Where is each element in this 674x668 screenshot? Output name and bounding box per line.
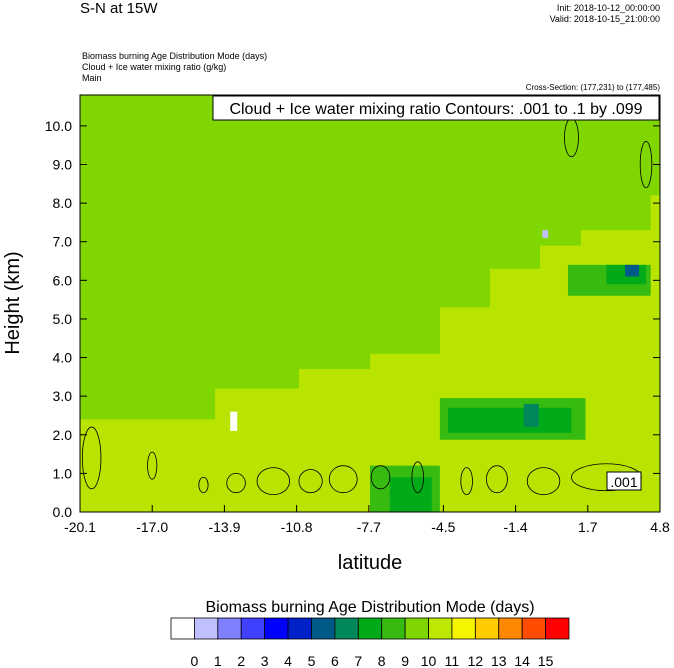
colorbar-swatch bbox=[428, 617, 453, 640]
colorbar: 0 1 2 3 4 5 6 7 8 9 10 11 12 13 14 15 bbox=[170, 617, 570, 668]
colorbar-swatch bbox=[240, 617, 266, 640]
colorbar-label: 10 bbox=[421, 653, 437, 668]
colorbar-label: 4 bbox=[284, 653, 292, 668]
field-region-5 bbox=[389, 477, 432, 512]
colorbar-swatch bbox=[264, 617, 289, 640]
y-tick-label: 3.0 bbox=[53, 388, 73, 404]
x-tick-label: -4.5 bbox=[431, 519, 455, 535]
field-region-2 bbox=[448, 407, 572, 433]
contour-line-8 bbox=[411, 461, 424, 494]
contour-line-0 bbox=[81, 426, 102, 490]
colorbar-label: 1 bbox=[214, 653, 222, 668]
contour-line-13 bbox=[639, 140, 653, 189]
colorbar-swatch bbox=[194, 617, 219, 640]
contour-layer bbox=[81, 117, 653, 496]
contour-line-5 bbox=[298, 469, 323, 494]
contour-inline-label-box bbox=[606, 471, 642, 491]
field-region-3 bbox=[523, 403, 539, 428]
y-tick-label: 5.0 bbox=[53, 311, 73, 327]
y-tick-label: 10.0 bbox=[45, 118, 72, 134]
colorbar-label: 15 bbox=[538, 653, 554, 668]
colorbar-title: Biomass burning Age Distribution Mode (d… bbox=[205, 599, 534, 616]
colorbar-swatch bbox=[287, 617, 312, 640]
colorbar-label: 7 bbox=[354, 653, 362, 668]
x-tick-label: -1.4 bbox=[504, 519, 528, 535]
contour-line-4 bbox=[256, 467, 291, 496]
plot-frame bbox=[79, 94, 661, 513]
colorbar-swatch bbox=[357, 617, 383, 640]
colorbar-swatch bbox=[311, 617, 336, 640]
contour-line-2 bbox=[198, 476, 209, 494]
x-axis-label: latitude bbox=[338, 552, 403, 574]
x-tick-label: 1.7 bbox=[578, 519, 598, 535]
y-tick-label: 7.0 bbox=[53, 234, 73, 250]
colorbar-label: 0 bbox=[191, 653, 199, 668]
contour-line-7 bbox=[370, 465, 391, 490]
colorbar-swatch bbox=[381, 617, 406, 640]
field-region-0 bbox=[80, 95, 660, 420]
y-tick-label: 0.0 bbox=[53, 504, 73, 520]
colorbar-label: 9 bbox=[401, 653, 409, 668]
colorbar-label: 14 bbox=[514, 653, 530, 668]
contour-line-9 bbox=[460, 467, 473, 496]
y-axis-label: Height (km) bbox=[2, 251, 24, 354]
contour-line-10 bbox=[486, 465, 508, 494]
colorbar-label: 12 bbox=[468, 653, 484, 668]
valid-time: Valid: 2018-10-15_21:00:00 bbox=[549, 14, 660, 24]
contour-info-text: Cloud + Ice water mixing ratio Contours:… bbox=[229, 101, 642, 118]
y-tick-label: 9.0 bbox=[53, 157, 73, 173]
init-time: Init: 2018-10-12_00:00:00 bbox=[556, 3, 660, 13]
colorbar-label: 11 bbox=[445, 653, 460, 668]
contour-line-6 bbox=[328, 465, 358, 494]
colorbar-label: 3 bbox=[261, 653, 269, 668]
colorbar-label: 6 bbox=[331, 653, 339, 668]
y-tick-label: 4.0 bbox=[53, 350, 73, 366]
x-tick-label: -7.7 bbox=[357, 519, 381, 535]
y-tick-label: 6.0 bbox=[53, 272, 73, 288]
x-tick-label: 4.8 bbox=[650, 519, 670, 535]
contour-info-box bbox=[212, 95, 660, 121]
colorbar-label: 5 bbox=[308, 653, 316, 668]
colorbar-swatch bbox=[521, 617, 546, 640]
contour-inline-label: .001 bbox=[610, 474, 637, 490]
x-tick-label: -20.1 bbox=[64, 519, 96, 535]
colorbar-swatch bbox=[217, 617, 242, 640]
field-region-9 bbox=[230, 411, 238, 431]
contour-line-3 bbox=[226, 472, 246, 494]
contour-line-1 bbox=[147, 451, 158, 480]
colorbar-swatch bbox=[451, 617, 476, 640]
cross-section-label: Cross-Section: (177,231) to (177,485) bbox=[525, 83, 660, 92]
y-tick-label: 1.0 bbox=[53, 465, 73, 481]
x-axis: -20.1 -17.0 -13.9 -10.8 -7.7 -4.5 -1.4 1.7 4.8 bbox=[64, 505, 670, 535]
y-tick-label: 8.0 bbox=[53, 195, 73, 211]
field-layer bbox=[80, 95, 660, 512]
colorbar-swatch bbox=[334, 617, 359, 640]
contour-line-11 bbox=[526, 467, 561, 496]
field-label-3: Main bbox=[82, 73, 102, 83]
x-tick-label: -17.0 bbox=[136, 519, 168, 535]
plot-title: S-N at 15W bbox=[80, 0, 158, 17]
colorbar-swatch bbox=[474, 617, 500, 640]
x-tick-label: -13.9 bbox=[208, 519, 240, 535]
field-region-8 bbox=[625, 264, 640, 277]
colorbar-label: 13 bbox=[491, 653, 507, 668]
field-label-2: Cloud + Ice water mixing ratio (g/kg) bbox=[82, 62, 227, 72]
y-axis: 0.0 1.0 2.0 3.0 4.0 5.0 6.0 7.0 8.0 9.0 10.0 bbox=[45, 118, 660, 520]
colorbar-swatch bbox=[545, 617, 570, 640]
colorbar-swatch bbox=[404, 617, 429, 640]
y-tick-label: 2.0 bbox=[53, 427, 73, 443]
colorbar-label: 2 bbox=[237, 653, 245, 668]
colorbar-swatch bbox=[170, 617, 195, 640]
field-region-10 bbox=[542, 230, 549, 238]
colorbar-swatch bbox=[498, 617, 523, 640]
field-label-1: Biomass burning Age Distribution Mode (d… bbox=[82, 51, 268, 61]
x-tick-label: -10.8 bbox=[281, 519, 313, 535]
colorbar-label: 8 bbox=[378, 653, 386, 668]
